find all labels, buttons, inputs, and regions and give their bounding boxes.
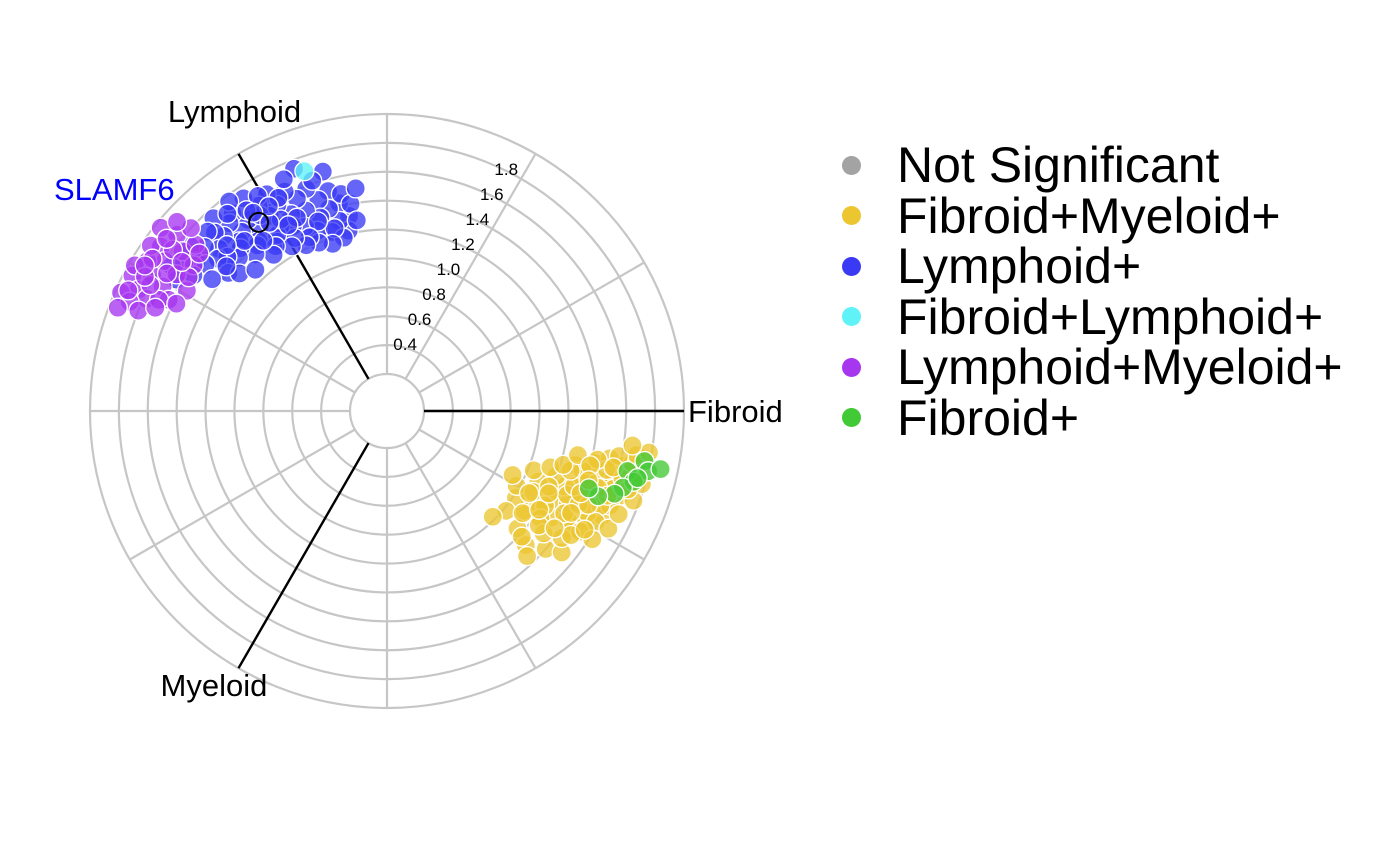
point-lymphoid-pos xyxy=(278,215,299,236)
legend-item-notsignificant: Not Significant xyxy=(842,140,1343,191)
point-lymphoid-posmyeloid-pos xyxy=(189,243,210,264)
grid-spoke xyxy=(129,428,356,561)
point-lymphoid-pos xyxy=(245,259,266,280)
legend-marker xyxy=(842,307,861,327)
legend-item-fibroid-poslymphoid-pos: Fibroid+Lymphoid+ xyxy=(842,292,1343,343)
legend-label: Fibroid+ xyxy=(897,389,1080,446)
highlight-annotation: SLAMF6 xyxy=(54,172,270,233)
radial-tick-label: 1.2 xyxy=(451,235,475,254)
point-lymphoid-pos xyxy=(253,230,274,251)
radial-tick-label: 1.4 xyxy=(466,210,490,229)
polar-plot: 0.4 0.6 0.8 1.0 1.2 1.4 1.6 1.8 Fibroid Lymphoid… xyxy=(54,94,783,710)
radial-tick-label: 0.4 xyxy=(393,335,417,354)
legend-marker xyxy=(842,357,861,377)
legend-item-lymphoid-posmyeloid-pos: Lymphoid+Myeloid+ xyxy=(842,342,1343,393)
radial-tick-labels: 0.4 0.6 0.8 1.0 1.2 1.4 1.6 1.8 xyxy=(393,160,518,354)
point-lymphoid-posmyeloid-pos xyxy=(107,297,128,318)
legend-marker xyxy=(842,408,861,428)
axis-label-myeloid: Myeloid xyxy=(161,668,268,703)
legend-label: Fibroid+Lymphoid+ xyxy=(897,288,1324,345)
point-fibroid-posmyeloid-pos xyxy=(516,545,538,567)
point-lymphoid-pos xyxy=(273,169,294,190)
point-lymphoid-posmyeloid-pos xyxy=(134,255,155,276)
axis-labels: Fibroid Lymphoid Myeloid xyxy=(161,94,783,703)
axis-line-myeloid xyxy=(237,442,370,669)
point-lymphoid-pos xyxy=(346,210,367,231)
legend-label: Lymphoid+ xyxy=(897,238,1142,295)
radial-tick-label: 0.6 xyxy=(408,310,432,329)
legend-label: Fibroid+Myeloid+ xyxy=(897,187,1281,244)
grid-spoke xyxy=(404,442,537,669)
point-fibroid-posmyeloid-pos xyxy=(574,519,595,540)
radial-tick-label: 0.8 xyxy=(422,285,446,304)
highlight-marker xyxy=(248,211,270,233)
point-lymphoid-pos xyxy=(216,235,237,256)
point-fibroid-posmyeloid-pos xyxy=(608,504,629,525)
legend-label: Not Significant xyxy=(897,137,1220,194)
legend-item-fibroid-posmyeloid-pos: Fibroid+Myeloid+ xyxy=(842,191,1343,242)
point-lymphoid-posmyeloid-pos xyxy=(128,300,149,321)
point-lymphoid-pos xyxy=(307,211,329,232)
legend-label: Lymphoid+Myeloid+ xyxy=(897,339,1343,396)
point-lymphoid-posmyeloid-pos xyxy=(145,297,166,318)
point-fibroid-posmyeloid-pos xyxy=(538,483,559,504)
point-fibroid-pos xyxy=(650,458,671,480)
point-fibroid-posmyeloid-pos xyxy=(553,454,574,476)
point-fibroid-posmyeloid-pos xyxy=(518,482,540,504)
grid-spoke xyxy=(418,261,645,394)
point-fibroid-pos xyxy=(578,478,599,499)
point-lymphoid-posmyeloid-pos xyxy=(171,251,192,273)
point-fibroid-poslymphoid-pos xyxy=(294,161,315,182)
point-lymphoid-pos xyxy=(217,203,238,225)
point-fibroid-posmyeloid-pos xyxy=(598,518,619,539)
point-fibroid-posmyeloid-pos xyxy=(622,435,643,456)
point-fibroid-posmyeloid-pos xyxy=(544,518,565,539)
legend-marker xyxy=(842,155,861,175)
legend-marker xyxy=(842,206,861,226)
point-lymphoid-posmyeloid-pos xyxy=(166,293,187,314)
grid-ring xyxy=(348,372,426,450)
point-lymphoid-posmyeloid-pos xyxy=(166,211,188,233)
point-lymphoid-pos xyxy=(234,230,255,252)
point-lymphoid-pos xyxy=(345,178,366,199)
point-fibroid-posmyeloid-pos xyxy=(560,502,582,524)
radial-tick-label: 1.6 xyxy=(480,185,504,204)
point-fibroid-posmyeloid-pos xyxy=(523,460,544,481)
point-lymphoid-posmyeloid-pos xyxy=(156,228,177,249)
highlight-gene-label: SLAMF6 xyxy=(54,172,175,207)
data-points xyxy=(107,158,671,567)
point-fibroid-posmyeloid-pos xyxy=(511,526,532,547)
legend-marker xyxy=(842,256,861,276)
point-fibroid-posmyeloid-pos xyxy=(529,499,550,520)
point-lymphoid-pos xyxy=(216,256,237,277)
legend: Not Significant Fibroid+Myeloid+ Lymphoid+… xyxy=(842,140,1343,443)
radial-tick-label: 1.0 xyxy=(437,260,461,279)
axis-label-fibroid: Fibroid xyxy=(688,394,783,429)
point-fibroid-posmyeloid-pos xyxy=(482,506,503,527)
legend-item-lymphoid-pos: Lymphoid+ xyxy=(842,241,1343,292)
point-fibroid-posmyeloid-pos xyxy=(512,503,533,524)
radial-tick-label: 1.8 xyxy=(494,160,518,179)
point-fibroid-posmyeloid-pos xyxy=(502,464,523,486)
legend-item-fibroid-pos: Fibroid+ xyxy=(842,393,1343,444)
point-fibroid-pos xyxy=(627,467,648,489)
grid-spoke xyxy=(404,153,537,380)
axis-label-lymphoid: Lymphoid xyxy=(168,94,301,129)
point-lymphoid-posmyeloid-pos xyxy=(118,280,139,301)
point-lymphoid-posmyeloid-pos xyxy=(156,263,178,284)
